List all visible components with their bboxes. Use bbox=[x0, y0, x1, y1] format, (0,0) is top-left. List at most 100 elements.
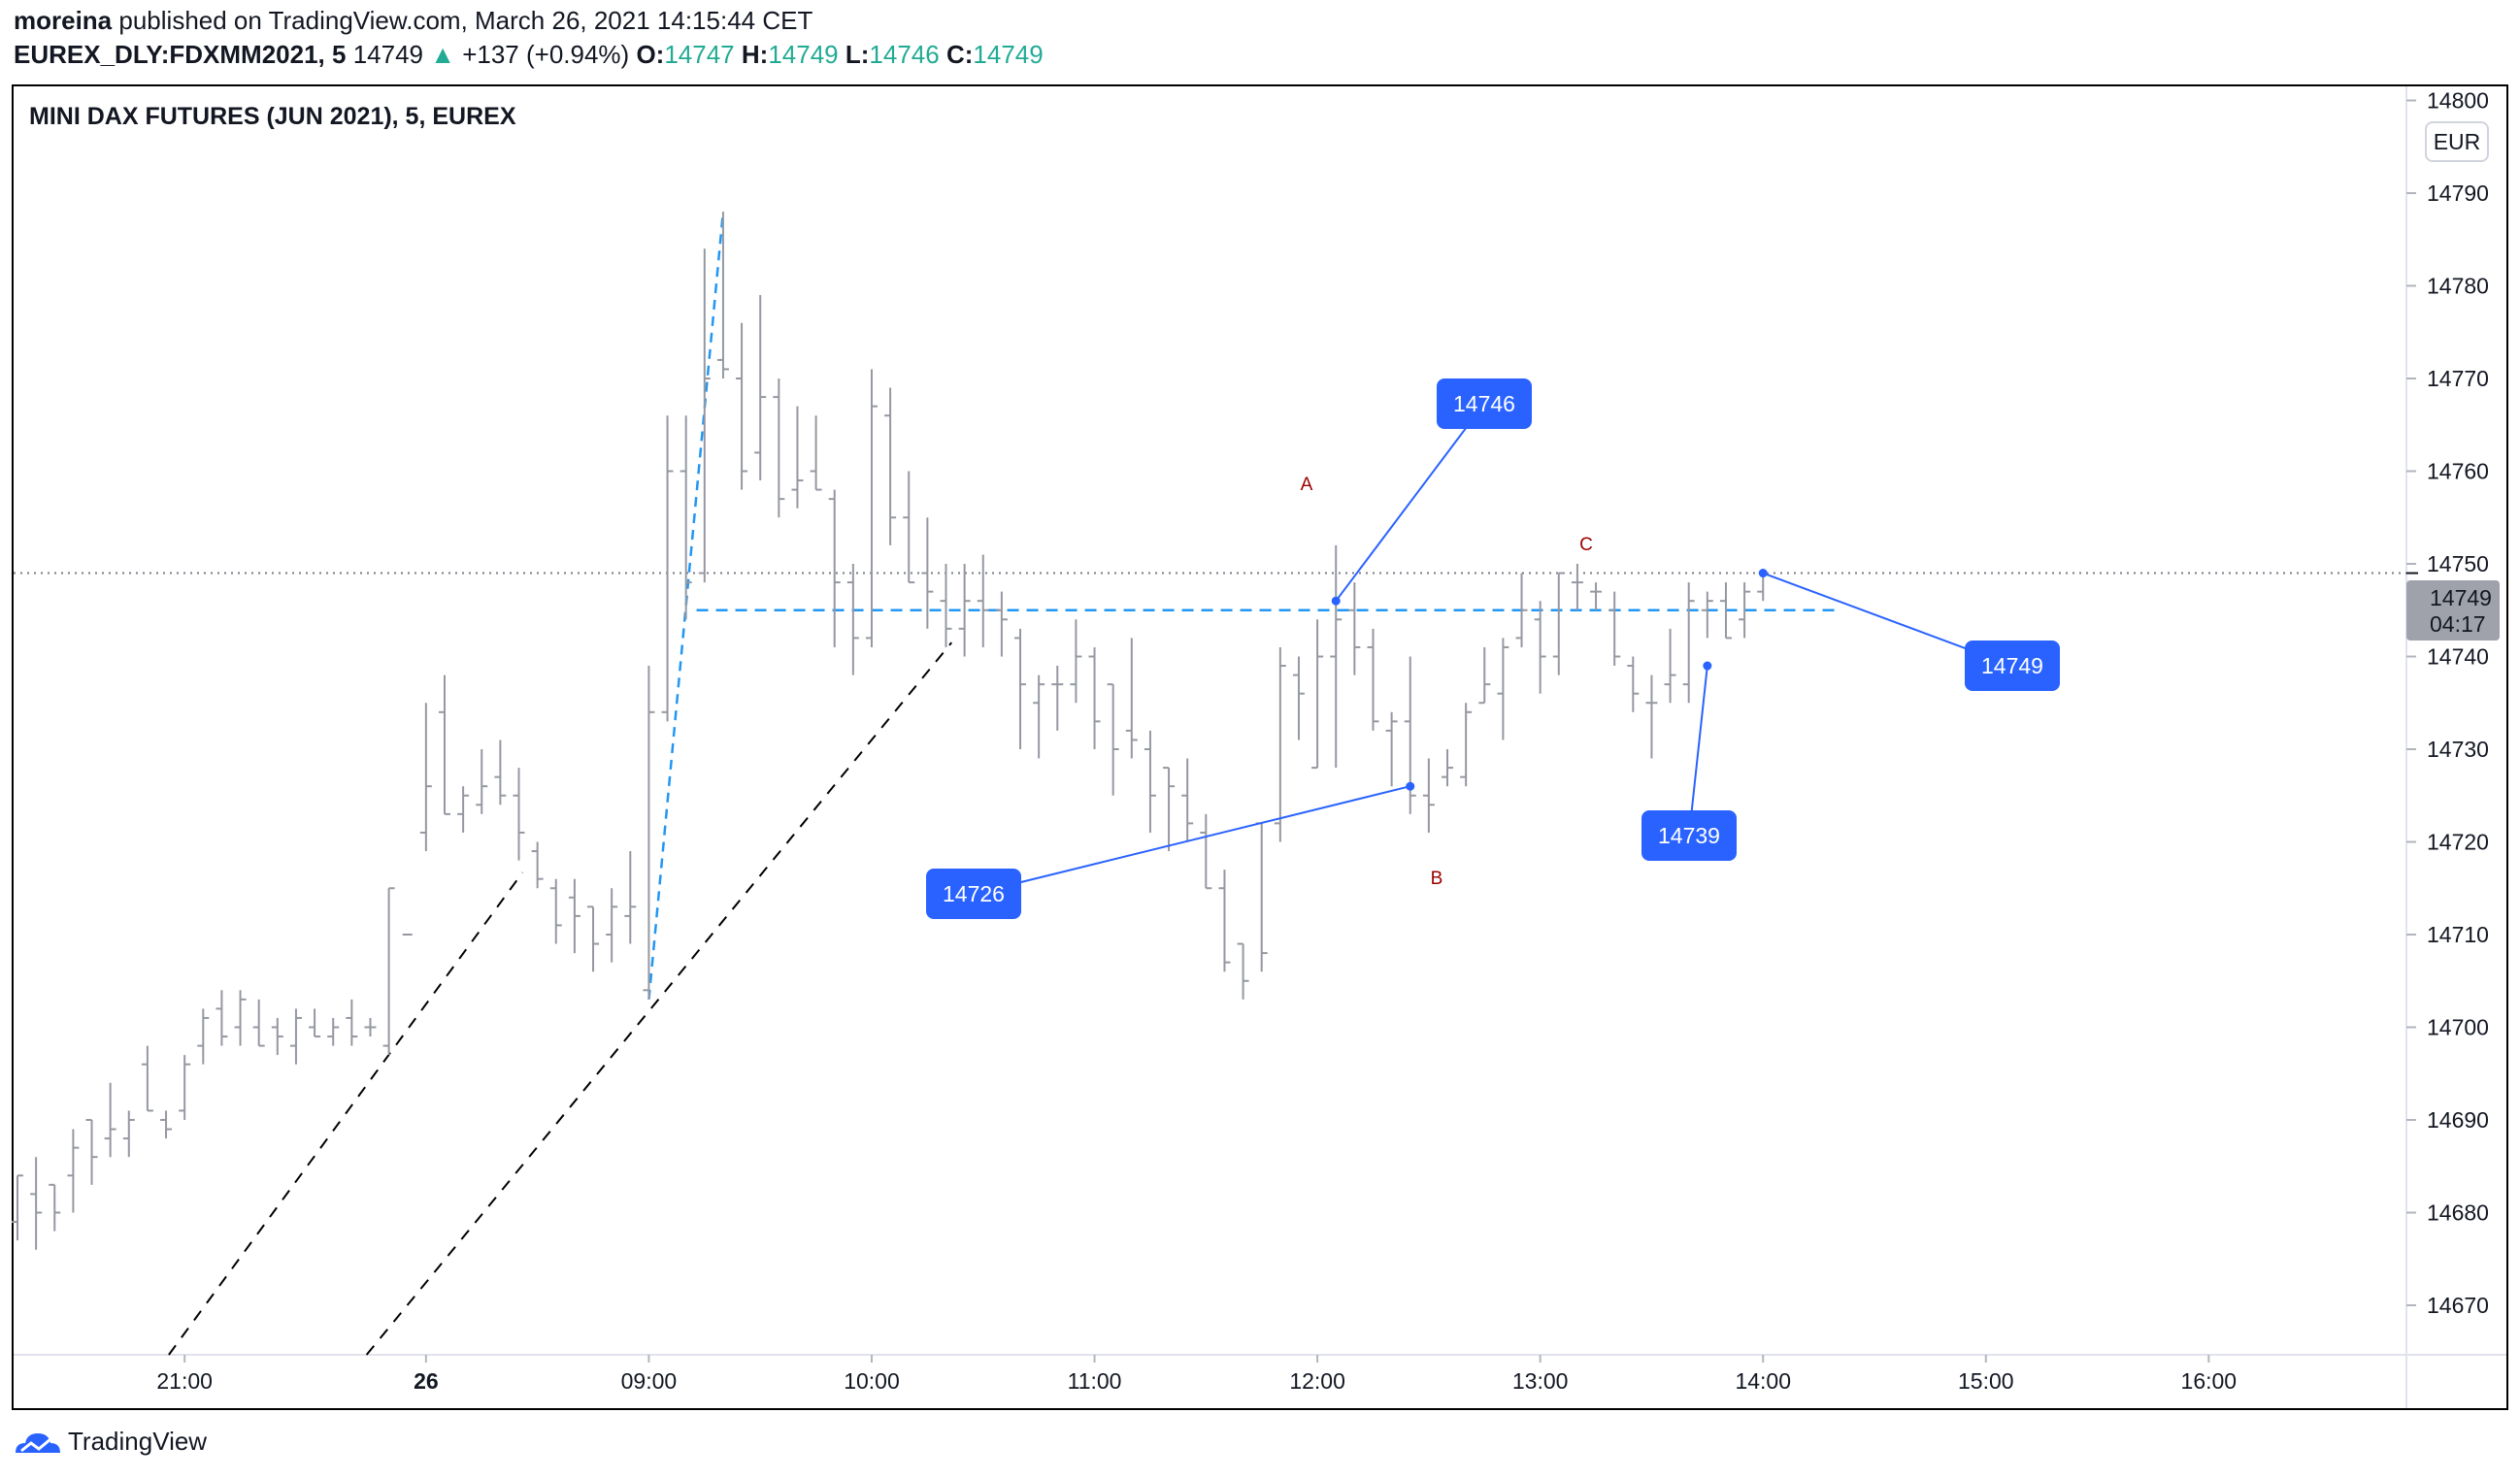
price-tick-label: 14770 bbox=[2427, 366, 2489, 391]
callout-label: 14746 bbox=[1453, 391, 1515, 416]
ohlc-bar bbox=[549, 878, 562, 944]
time-tick-label: 26 bbox=[414, 1368, 439, 1394]
ohlc-bar bbox=[271, 1017, 283, 1056]
ohlc-bar bbox=[531, 841, 544, 889]
ohlc-bar bbox=[364, 1017, 377, 1037]
ohlc-bar bbox=[716, 212, 729, 378]
ohlc-bar bbox=[940, 564, 952, 647]
price-tick-label: 14740 bbox=[2427, 644, 2489, 670]
publish-info: moreina published on TradingView.com, Ma… bbox=[14, 6, 812, 36]
price-label-value: 14749 bbox=[2430, 585, 2492, 610]
time-tick-label: 16:00 bbox=[2181, 1368, 2238, 1394]
ohlc-bar bbox=[1330, 544, 1343, 769]
ohlc-bar bbox=[1088, 646, 1101, 749]
ohlc-bar bbox=[289, 1008, 302, 1065]
publish-text: published on TradingView.com, March 26, … bbox=[112, 6, 813, 35]
current-price-label: 14749 04:17 bbox=[2406, 572, 2500, 641]
symbol-legend: EUREX_DLY:FDXMM2021, 5 14749 ▲ +137 (+0.… bbox=[14, 40, 1044, 70]
price-callout: 14726 bbox=[926, 781, 1415, 919]
tradingview-brand[interactable]: TradingView bbox=[68, 1427, 208, 1456]
ohlc-bar bbox=[1200, 813, 1212, 890]
ohlc-bar bbox=[1033, 674, 1045, 759]
price-tick-label: 14780 bbox=[2427, 274, 2489, 299]
high-label: H: bbox=[741, 40, 769, 69]
price-label-bg bbox=[2406, 580, 2500, 641]
chart-frame bbox=[12, 84, 2508, 1410]
ohlc-bar bbox=[1144, 730, 1156, 833]
ohlc-bar bbox=[1274, 646, 1286, 842]
ohlc-bar bbox=[1552, 572, 1565, 675]
chart-title: MINI DAX FUTURES (JUN 2021), 5, EUREX bbox=[29, 103, 516, 130]
ohlc-bar bbox=[1515, 573, 1528, 647]
ohlc-bar bbox=[1311, 619, 1324, 770]
ohlc-bar bbox=[680, 415, 692, 620]
open-label: O: bbox=[636, 40, 665, 69]
callouts: 14746 14726 14739 14749 A B C bbox=[926, 378, 2060, 919]
ohlc-bar bbox=[587, 905, 600, 972]
ohlc-bar bbox=[977, 554, 989, 647]
trendline-2 bbox=[365, 641, 953, 1356]
ohlc-bars bbox=[12, 212, 1770, 1250]
ohlc-bar bbox=[995, 591, 1008, 657]
ohlc-bar bbox=[1237, 942, 1249, 1000]
ohlc-bar bbox=[12, 1174, 23, 1241]
ohlc-bar bbox=[1608, 591, 1621, 667]
ohlc-bar bbox=[476, 749, 488, 814]
ohlc-bar bbox=[1590, 582, 1603, 610]
price-tick-label: 14690 bbox=[2427, 1107, 2489, 1133]
time-tick-label: 11:00 bbox=[1068, 1368, 1122, 1394]
ohlc-bar bbox=[754, 295, 767, 481]
currency-button[interactable]: EUR bbox=[2425, 121, 2489, 162]
price-tick-label: 14800 bbox=[2427, 88, 2489, 114]
wave-label-c: C bbox=[1579, 535, 1593, 555]
author-name[interactable]: moreina bbox=[14, 6, 113, 35]
close-value: 14749 bbox=[973, 40, 1044, 69]
ohlc-bar bbox=[1163, 767, 1176, 852]
callout-label: 14739 bbox=[1658, 823, 1720, 848]
ohlc-bar bbox=[1367, 628, 1379, 731]
up-arrow-icon: ▲ bbox=[430, 40, 455, 69]
ohlc-bar bbox=[122, 1110, 135, 1158]
ohlc-bar bbox=[1645, 674, 1658, 759]
price-callout: 14746 bbox=[1331, 378, 1532, 606]
ohlc-bar bbox=[457, 786, 470, 833]
price-callout: 14749 bbox=[1758, 569, 2060, 691]
time-tick-label: 13:00 bbox=[1512, 1368, 1569, 1394]
ohlc-bar bbox=[643, 666, 655, 1000]
ohlc-bar bbox=[438, 674, 450, 815]
high-value: 14749 bbox=[768, 40, 839, 69]
currency-label[interactable]: EUR bbox=[2434, 129, 2481, 154]
ohlc-bar bbox=[1442, 749, 1454, 787]
ohlc-bar bbox=[1497, 638, 1509, 740]
price-tick-label: 14670 bbox=[2427, 1293, 2489, 1318]
ohlc-bar bbox=[1664, 628, 1676, 704]
ohlc-bar bbox=[494, 740, 507, 805]
ohlc-bar bbox=[49, 1183, 61, 1232]
callout-label: 14749 bbox=[1981, 653, 2043, 678]
ohlc-bar bbox=[197, 1008, 210, 1065]
footer: TradingView bbox=[14, 1427, 207, 1457]
ohlc-bar bbox=[1422, 758, 1435, 833]
ohlc-bar bbox=[1460, 703, 1473, 787]
price-axis[interactable]: 14800 14790 14780 14770 14760 14750 14740 14730… bbox=[2406, 88, 2489, 1319]
ohlc-bar bbox=[234, 990, 247, 1046]
low-value: 14746 bbox=[869, 40, 940, 69]
ohlc-bar bbox=[1739, 582, 1751, 639]
price-tick-label: 14720 bbox=[2427, 830, 2489, 855]
time-axis[interactable]: 21:00 26 09:00 10:00 11:00 12:00 13:00 14:00 15:… bbox=[156, 1355, 2237, 1394]
trendline-1 bbox=[168, 871, 524, 1356]
ohlc-bar bbox=[1571, 564, 1583, 610]
price-tick-label: 14750 bbox=[2427, 551, 2489, 576]
price-tick-label: 14790 bbox=[2427, 181, 2489, 206]
symbol-name: EUREX_DLY:FDXMM2021, 5 bbox=[14, 40, 347, 69]
ohlc-bar bbox=[865, 369, 878, 647]
currency-button-bg[interactable] bbox=[2425, 121, 2489, 162]
ohlc-bar bbox=[382, 887, 395, 1056]
ohlc-bar bbox=[661, 415, 674, 722]
countdown-value: 04:17 bbox=[2430, 611, 2486, 637]
callout-line bbox=[973, 785, 1410, 895]
close-label: C: bbox=[945, 40, 974, 69]
ohlc-bar bbox=[1385, 711, 1398, 787]
ohlc-bar bbox=[773, 378, 785, 518]
